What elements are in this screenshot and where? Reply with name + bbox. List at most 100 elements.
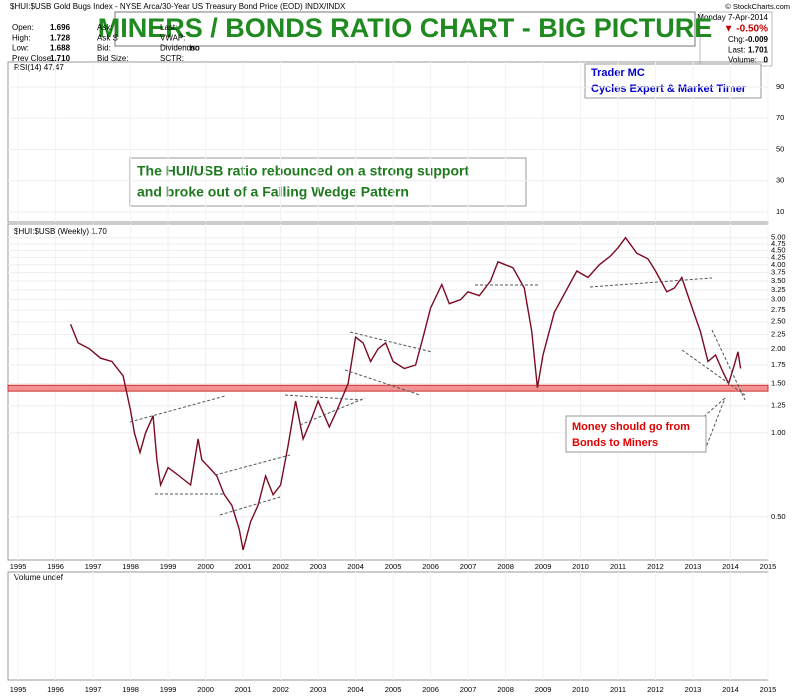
chart-title: MINERS / BONDS RATIO CHART - BIG PICTURE bbox=[98, 13, 713, 43]
y-tick-label: 4.50 bbox=[771, 245, 786, 254]
note-line: The HUI/USB ratio rebounced on a strong … bbox=[137, 163, 469, 179]
x-tick-label: 1998 bbox=[122, 685, 139, 694]
field-label: Ask: bbox=[97, 23, 113, 32]
x-tick-label: 2002 bbox=[272, 562, 289, 571]
x-tick-label: 1996 bbox=[47, 685, 64, 694]
y-tick-label: 3.25 bbox=[771, 285, 786, 294]
x-tick-label: 2001 bbox=[235, 562, 252, 571]
x-tick-label: 2000 bbox=[197, 685, 214, 694]
x-tick-label: 2003 bbox=[310, 685, 327, 694]
y-tick-label: 30 bbox=[776, 176, 784, 185]
y-tick-label: 2.00 bbox=[771, 344, 786, 353]
field-value: -0.009 bbox=[745, 35, 768, 44]
x-tick-label: 2013 bbox=[685, 685, 702, 694]
x-tick-label: 2004 bbox=[347, 562, 364, 571]
note-line: and broke out of a Falling Wedge Pattern bbox=[137, 184, 409, 200]
y-tick-label: 4.00 bbox=[771, 260, 786, 269]
x-tick-label: 2014 bbox=[722, 685, 739, 694]
field-label: Prev Close: bbox=[12, 54, 53, 63]
x-tick-label: 2002 bbox=[272, 685, 289, 694]
x-tick-label: 1999 bbox=[160, 685, 177, 694]
field-label: Bid: bbox=[97, 44, 111, 53]
x-tick-label: 2014 bbox=[722, 562, 739, 571]
x-tick-label: 1995 bbox=[10, 562, 27, 571]
annotation-line: Money should go from bbox=[572, 421, 690, 433]
x-tick-label: 1998 bbox=[122, 562, 139, 571]
credit: © StockCharts.com bbox=[725, 2, 790, 11]
x-tick-label: 2003 bbox=[310, 562, 327, 571]
x-tick-label: 1995 bbox=[10, 685, 27, 694]
field-label: VWAP: bbox=[160, 33, 185, 42]
x-tick-label: 2007 bbox=[460, 562, 477, 571]
field-value: 1.728 bbox=[50, 33, 71, 42]
trendline bbox=[129, 277, 746, 516]
change-pct: ▼ -0.50% bbox=[724, 24, 768, 35]
y-tick-label: 3.50 bbox=[771, 276, 786, 285]
note-box bbox=[129, 157, 527, 207]
x-tick-label: 2008 bbox=[497, 562, 514, 571]
x-tick-label: 2001 bbox=[235, 685, 252, 694]
x-tick-label: 2004 bbox=[347, 685, 364, 694]
field-value: 0 bbox=[764, 56, 769, 65]
x-tick-label: 1997 bbox=[85, 562, 102, 571]
author-line: Cycles Expert & Market Timer bbox=[591, 83, 747, 95]
plot bbox=[7, 62, 769, 680]
rsi-label: RSI(14) 47.47 bbox=[14, 63, 64, 72]
field-value: no bbox=[190, 44, 200, 53]
price-label: $HUI:$USB (Weekly) 1.70 bbox=[14, 227, 107, 236]
quote-date: Monday 7-Apr-2014 bbox=[697, 13, 768, 22]
x-tick-label: 2005 bbox=[385, 685, 402, 694]
x-tick-label: 2009 bbox=[535, 685, 552, 694]
annotation-box bbox=[565, 415, 707, 453]
annotation-line: Bonds to Miners bbox=[572, 437, 658, 449]
field-label: Volume: bbox=[728, 56, 757, 65]
field-label: Last: bbox=[160, 23, 177, 32]
x-tick-label: 2000 bbox=[197, 562, 214, 571]
field-label: SCTR: bbox=[160, 54, 184, 63]
field-label: Low: bbox=[12, 44, 29, 53]
x-tick-label: 2015 bbox=[760, 562, 777, 571]
price-line bbox=[69, 236, 742, 551]
y-tick-label: 1.00 bbox=[771, 428, 786, 437]
y-tick-label: 1.75 bbox=[771, 360, 786, 369]
x-tick-label: 2006 bbox=[422, 685, 439, 694]
y-tick-label: 4.25 bbox=[771, 252, 786, 261]
support-band bbox=[7, 384, 769, 392]
x-tick-label: 2006 bbox=[422, 562, 439, 571]
field-label: Chg: bbox=[728, 35, 745, 44]
field-label: Ask S bbox=[97, 33, 118, 42]
y-tick-label: 90 bbox=[776, 82, 784, 91]
y-tick-label: 2.50 bbox=[771, 317, 786, 326]
y-tick-label: 4.75 bbox=[771, 239, 786, 248]
y-tick-label: 5.00 bbox=[771, 233, 786, 242]
x-tick-label: 2010 bbox=[572, 562, 589, 571]
title-box bbox=[114, 11, 696, 47]
field-label: Open: bbox=[12, 23, 34, 32]
y-tick-label: 2.75 bbox=[771, 305, 786, 314]
y-tick-label: 1.50 bbox=[771, 379, 786, 388]
y-tick-label: 2.25 bbox=[771, 329, 786, 338]
x-tick-label: 2007 bbox=[460, 685, 477, 694]
y-tick-label: 3.00 bbox=[771, 295, 786, 304]
x-tick-label: 2009 bbox=[535, 562, 552, 571]
y-tick-label: 70 bbox=[776, 113, 784, 122]
x-tick-label: 2012 bbox=[647, 685, 664, 694]
field-value: 1.701 bbox=[748, 45, 769, 54]
x-tick-label: 2005 bbox=[385, 562, 402, 571]
x-tick-label: 2015 bbox=[760, 685, 777, 694]
y-tick-label: 10 bbox=[776, 207, 784, 216]
field-label: Bid Size: bbox=[97, 54, 129, 63]
volume-label: Volume undef bbox=[14, 573, 64, 582]
quote-box bbox=[699, 11, 773, 67]
x-tick-label: 1999 bbox=[160, 562, 177, 571]
y-tick-label: 0.50 bbox=[771, 512, 786, 521]
x-tick-label: 1997 bbox=[85, 685, 102, 694]
x-tick-label: 2010 bbox=[572, 685, 589, 694]
x-tick-label: 2012 bbox=[647, 562, 664, 571]
x-tick-label: 2008 bbox=[497, 685, 514, 694]
x-tick-label: 2011 bbox=[610, 685, 626, 694]
field-label: High: bbox=[12, 33, 31, 42]
y-tick-label: 3.75 bbox=[771, 268, 786, 277]
